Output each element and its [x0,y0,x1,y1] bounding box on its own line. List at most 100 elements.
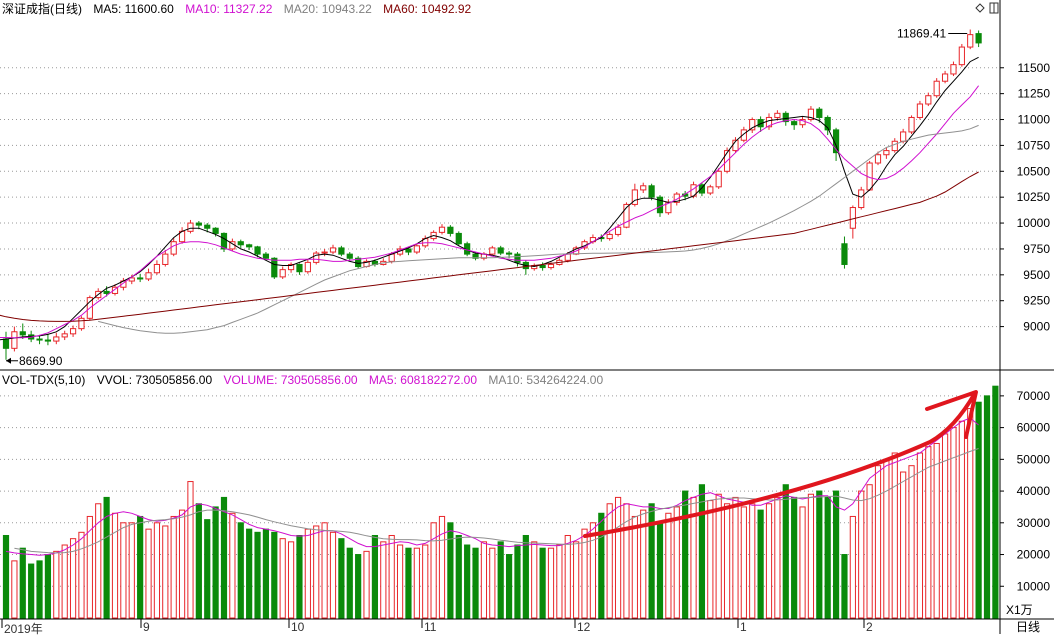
volume-bar [665,512,672,619]
candle [891,138,898,153]
candle [220,232,228,253]
candle-body [346,253,353,259]
candle [631,183,638,207]
volume-bar [858,490,865,619]
candle [53,332,60,345]
candle-body [606,233,613,240]
price-tick-label: 9500 [1023,268,1050,282]
period-label[interactable]: 日线 [1016,620,1041,634]
volume-bar [95,503,102,619]
volume-bar [329,531,337,619]
volume-bar [396,544,404,619]
candle [246,243,253,250]
candle-body [514,253,521,263]
volume-tick-label: 60000 [1017,421,1051,435]
candle-body [338,247,345,255]
volume-bar [547,547,555,619]
candle-body [246,244,253,248]
price-legend-ma5: MA5: 11600.60 [93,2,174,16]
candle-body [824,116,831,131]
volume-bar [564,534,571,619]
volume-bar [430,522,437,619]
corner-icons[interactable] [975,2,999,14]
volume-bar [589,522,597,619]
price-tick-label: 10000 [1017,216,1051,230]
date-label: 2019年 [4,622,43,636]
diamond-icon [975,3,985,13]
candle-body [128,277,135,282]
volume-bar [933,442,940,619]
candle [346,252,353,261]
volume-bar [816,490,823,619]
volume-bars[interactable] [2,385,999,619]
candle-body [807,108,815,121]
date-label: 10 [291,620,305,634]
price-axis: 9000 9250 9500 9750 10000 10250 10500 10750 1100… [1000,61,1050,334]
volume-bar [698,484,706,619]
candle [623,202,630,229]
candle-body [44,339,52,342]
volume-legend: VOL-TDX(5,10) VVOL: 730505856.00 VOLUME:… [2,373,611,387]
candle [380,258,387,266]
volume-bar [489,547,496,619]
candle [2,331,10,360]
volume-bar [732,496,739,619]
volume-bar [908,465,915,619]
volume-bar [438,515,446,619]
volume-bar [313,525,320,619]
volume-bar [304,528,311,619]
candle [187,219,194,234]
volume-bar [28,563,35,619]
volume-bar [832,490,840,619]
volume-axis: 10000 20000 30000 40000 50000 60000 70000 [1000,389,1050,593]
candle [916,100,924,120]
candle-body [472,253,479,259]
volume-bar [648,503,655,619]
candle-body [137,277,144,280]
candle-body [547,263,555,269]
candle-body [405,248,412,253]
volume-bar [673,506,680,619]
candle-body [874,154,882,164]
candle [44,333,52,346]
volume-tick-label: 40000 [1017,484,1051,498]
volume-bar [707,500,714,619]
candle-body [53,336,60,342]
candle [413,243,420,255]
candle [799,116,806,128]
candle-body [631,189,638,205]
candle-body [237,241,244,246]
volume-ma-lines [5,417,979,556]
volume-bar [195,503,202,619]
candle-body [749,119,756,131]
volume-bar [447,522,454,619]
volume-bar [606,503,613,619]
candle-body [262,253,270,259]
volume-bar [614,496,622,619]
candle [237,239,244,248]
volume-bar [883,458,890,619]
volume-bar [891,452,898,619]
volume-bar [153,522,161,619]
candle [606,232,613,241]
volume-bar [505,554,513,619]
volume-bar [573,541,580,619]
volume-bar [514,544,521,619]
candle-body [204,224,211,229]
candle [807,106,815,122]
candle-body [698,184,706,194]
candle [254,245,261,258]
candle [941,70,949,84]
volume-bar [2,534,10,619]
candles[interactable] [2,29,982,360]
candle-body [103,290,110,294]
volume-bar [36,560,43,619]
volume-bar [187,481,194,619]
candle [137,273,144,283]
candle-body [153,263,161,274]
price-tick-label: 10750 [1017,138,1051,152]
volume-bar [120,522,127,619]
volume-bar [220,496,228,619]
